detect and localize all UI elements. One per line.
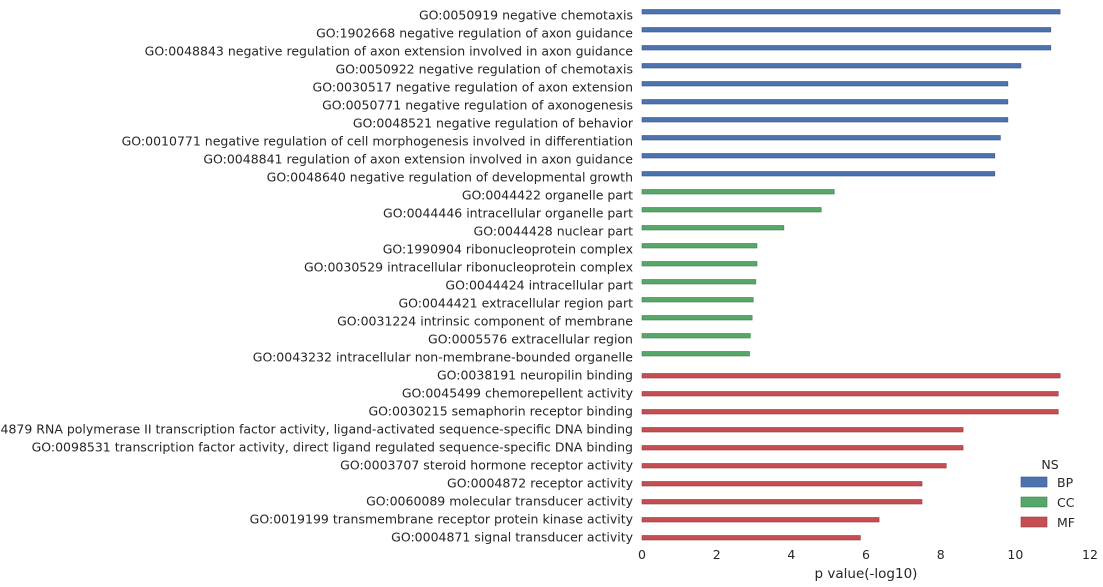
legend-label-bp: BP — [1057, 475, 1074, 490]
category-label: GO:0044424 intracellular part — [445, 278, 633, 293]
category-label: GO:0044421 extracellular region part — [398, 296, 633, 311]
category-label: GO:1902668 negative regulation of axon g… — [316, 26, 633, 41]
bar-mf-28 — [641, 517, 880, 523]
category-label: GO:0044428 nuclear part — [474, 224, 634, 239]
category-label: GO:0031224 intrinsic component of membra… — [337, 314, 633, 329]
bar-bp-2 — [641, 45, 1052, 51]
bar-mf-26 — [641, 481, 923, 487]
category-label: GO:0003707 steroid hormone receptor acti… — [340, 458, 633, 473]
x-tick-label: 6 — [862, 547, 870, 562]
x-axis-title: p value(-log10) — [815, 566, 918, 582]
category-label: GO:0038191 neuropilin binding — [437, 368, 633, 383]
bar-mf-20 — [641, 373, 1061, 379]
bar-cc-15 — [641, 279, 757, 285]
bar-bp-6 — [641, 117, 1009, 123]
category-label: GO:0060089 molecular transducer activity — [366, 494, 634, 509]
category-label: GO:0044422 organelle part — [462, 188, 633, 203]
category-label: GO:0048843 negative regulation of axon e… — [145, 44, 634, 59]
bar-bp-9 — [641, 171, 996, 177]
bar-cc-17 — [641, 315, 753, 321]
category-label: GO:0004879 RNA polymerase II transcripti… — [0, 422, 633, 437]
category-label: GO:0098531 transcription factor activity… — [32, 440, 633, 455]
bar-cc-13 — [641, 243, 758, 249]
bar-cc-19 — [641, 351, 750, 357]
x-tick-label: 2 — [713, 547, 721, 562]
bars-layer — [641, 9, 1061, 541]
bar-cc-14 — [641, 261, 758, 267]
x-tick-label: 0 — [638, 547, 646, 562]
bar-bp-8 — [641, 153, 996, 159]
x-tick-label: 12 — [1082, 547, 1098, 562]
legend-label-cc: CC — [1057, 495, 1075, 510]
legend-swatch-bp — [1020, 476, 1048, 488]
category-label: GO:0004872 receptor activity — [447, 476, 634, 491]
legend: NS BP CC MF — [1020, 457, 1075, 530]
bar-cc-11 — [641, 207, 822, 213]
x-tick-label: 8 — [937, 547, 945, 562]
bar-mf-22 — [641, 409, 1059, 415]
bar-mf-29 — [641, 535, 861, 541]
category-label: GO:0010771 negative regulation of cell m… — [122, 134, 633, 149]
bar-cc-12 — [641, 225, 785, 231]
category-label: GO:0050922 negative regulation of chemot… — [335, 62, 633, 77]
bar-bp-0 — [641, 9, 1061, 15]
category-labels: GO:0050919 negative chemotaxis GO:1902668… — [0, 8, 634, 545]
x-tick-label: 4 — [787, 547, 795, 562]
legend-swatch-cc — [1020, 496, 1048, 508]
bar-bp-7 — [641, 135, 1001, 141]
category-label: GO:0030215 semaphorin receptor binding — [368, 404, 633, 419]
category-label: GO:0019199 transmembrane receptor protei… — [250, 512, 634, 527]
category-label: GO:0004871 signal transducer activity — [391, 530, 633, 545]
category-label: GO:0043232 intracellular non-membrane-bo… — [253, 350, 634, 365]
legend-swatch-mf — [1020, 516, 1048, 528]
x-axis: 0 2 4 6 8 10 12 — [638, 547, 1098, 562]
bar-bp-4 — [641, 81, 1009, 87]
category-label: GO:0050771 negative regulation of axonog… — [322, 98, 633, 113]
bar-bp-5 — [641, 99, 1009, 105]
bar-mf-25 — [641, 463, 947, 469]
category-label: GO:0048521 negative regulation of behavi… — [353, 116, 634, 131]
category-label: GO:0045499 chemorepellent activity — [402, 386, 634, 401]
bar-bp-1 — [641, 27, 1052, 33]
bar-mf-24 — [641, 445, 964, 451]
category-label: GO:0005576 extracellular region — [428, 332, 633, 347]
bar-cc-18 — [641, 333, 751, 339]
bar-mf-27 — [641, 499, 923, 505]
category-label: GO:0044446 intracellular organelle part — [383, 206, 633, 221]
category-label: GO:0030529 intracellular ribonucleoprote… — [304, 260, 633, 275]
bar-mf-21 — [641, 391, 1059, 397]
bar-bp-3 — [641, 63, 1022, 69]
category-label: GO:0048640 negative regulation of develo… — [267, 170, 633, 185]
category-label: GO:0048841 regulation of axon extension … — [203, 152, 633, 167]
bar-mf-23 — [641, 427, 964, 433]
bar-cc-16 — [641, 297, 754, 303]
category-label: GO:0050919 negative chemotaxis — [419, 8, 633, 23]
legend-label-mf: MF — [1057, 515, 1075, 530]
category-label: GO:0030517 negative regulation of axon e… — [313, 80, 633, 95]
x-tick-label: 10 — [1007, 547, 1023, 562]
bar-cc-10 — [641, 189, 835, 195]
category-label: GO:1990904 ribonucleoprotein complex — [383, 242, 633, 257]
legend-title: NS — [1041, 457, 1058, 472]
